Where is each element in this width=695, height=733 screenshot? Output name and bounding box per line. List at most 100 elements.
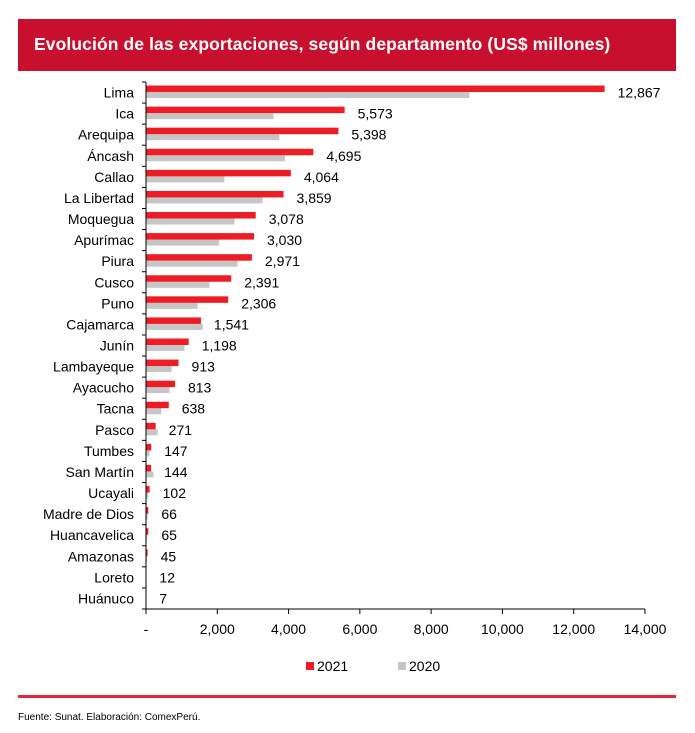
bar-2020: [146, 492, 149, 499]
data-label: 1,198: [202, 338, 237, 354]
x-tick-label: 2,000: [200, 621, 235, 637]
category-label: Puno: [101, 295, 134, 311]
data-label: 4,064: [304, 169, 339, 185]
bar-2020: [146, 176, 225, 183]
data-label: 3,078: [269, 211, 304, 227]
bar-2021: [146, 106, 345, 114]
bar-2021: [146, 212, 256, 219]
legend-swatch-2021: [306, 662, 314, 670]
bar-2021: [146, 85, 605, 93]
bar-2020: [146, 197, 263, 204]
bar-2021: [146, 464, 152, 472]
category-label: Ayacucho: [73, 380, 134, 396]
bar-2021: [146, 317, 201, 324]
category-label: Cusco: [94, 274, 134, 290]
bar-2020: [146, 387, 170, 394]
bar-2020: [146, 155, 286, 162]
x-tick-label: 6,000: [342, 621, 377, 637]
x-tick-label: 14,000: [624, 621, 667, 637]
bar-2020: [146, 534, 148, 541]
bar-2021: [146, 338, 189, 345]
bar-2021: [146, 380, 175, 388]
category-label: Ucayali: [88, 485, 134, 501]
data-label: 45: [161, 548, 177, 564]
bar-2021: [146, 401, 169, 409]
bar-chart: Lima 12,867 Ica 5,573 Arequipa 5,398 Áncash 4,6…: [43, 81, 667, 674]
bar-2020: [146, 239, 220, 246]
data-label: 638: [182, 401, 206, 417]
category-label: Amazonas: [68, 548, 134, 564]
x-tick-label: 8,000: [414, 621, 449, 637]
category-label: Huancavelica: [50, 527, 134, 543]
category-label: Junín: [100, 338, 134, 354]
data-label: 102: [163, 485, 187, 501]
bottom-divider: [18, 695, 676, 698]
category-label: Arequipa: [78, 127, 134, 143]
data-label: 4,695: [326, 148, 361, 164]
category-label: Callao: [94, 169, 134, 185]
data-label: 3,859: [297, 190, 332, 206]
bar-2021: [146, 422, 156, 430]
category-label: Huánuco: [78, 590, 134, 606]
bar-2021: [146, 169, 291, 177]
bar-2020: [146, 260, 238, 267]
data-label: 2,306: [241, 295, 276, 311]
data-label: 3,030: [267, 232, 302, 248]
category-label: La Libertad: [64, 190, 134, 206]
legend-label-2020: 2020: [409, 658, 440, 674]
bar-2021: [146, 528, 149, 535]
category-label: Lima: [104, 85, 135, 101]
legend-label-2021: 2021: [317, 658, 348, 674]
bar-2020: [146, 513, 148, 520]
bar-2021: [146, 486, 150, 493]
bar-2020: [146, 429, 158, 436]
category-label: Apurímac: [74, 232, 134, 248]
data-label: 12,867: [618, 85, 661, 101]
bar-2020: [146, 366, 172, 373]
category-label: Tacna: [97, 401, 135, 417]
data-label: 2,971: [265, 253, 300, 269]
bar-2021: [146, 507, 149, 514]
chart-title-bar: Evolución de las exportaciones, según de…: [18, 19, 676, 71]
data-label: 5,398: [351, 127, 386, 143]
data-label: 144: [164, 464, 188, 480]
data-label: 65: [161, 527, 177, 543]
bar-2021: [146, 359, 179, 367]
category-label: Áncash: [87, 148, 134, 164]
bar-2020: [146, 218, 235, 225]
bar-2020: [146, 345, 185, 351]
bar-2020: [146, 323, 203, 330]
bar-2021: [146, 254, 252, 261]
data-label: 1,541: [214, 316, 249, 332]
bar-2020: [146, 450, 150, 457]
bar-2021: [146, 549, 148, 556]
bar-2020: [146, 471, 154, 478]
category-label: Ica: [115, 106, 134, 122]
category-label: Loreto: [94, 569, 134, 585]
category-label: Cajamarca: [66, 316, 134, 332]
legend-swatch-2020: [398, 662, 406, 670]
bar-2020: [146, 281, 210, 288]
data-label: 147: [164, 443, 188, 459]
data-label: 5,573: [358, 106, 393, 122]
bar-2020: [146, 302, 198, 309]
category-label: Moquegua: [68, 211, 134, 227]
category-label: Lambayeque: [53, 359, 134, 375]
category-label: Tumbes: [84, 443, 134, 459]
bar-2021: [146, 127, 339, 135]
data-label: 271: [169, 422, 193, 438]
bar-2020: [146, 134, 280, 141]
data-label: 66: [161, 506, 177, 522]
data-label: 2,391: [244, 274, 279, 290]
category-label: Piura: [101, 253, 134, 269]
bar-2021: [146, 443, 152, 451]
category-label: Madre de Dios: [43, 506, 134, 522]
data-label: 913: [192, 359, 216, 375]
category-label: San Martín: [66, 464, 134, 480]
data-label: 7: [159, 590, 167, 606]
bar-2021: [146, 148, 314, 156]
bar-2021: [146, 275, 232, 282]
data-label: 12: [159, 569, 175, 585]
bar-2021: [146, 190, 284, 198]
bar-2020: [146, 113, 274, 120]
